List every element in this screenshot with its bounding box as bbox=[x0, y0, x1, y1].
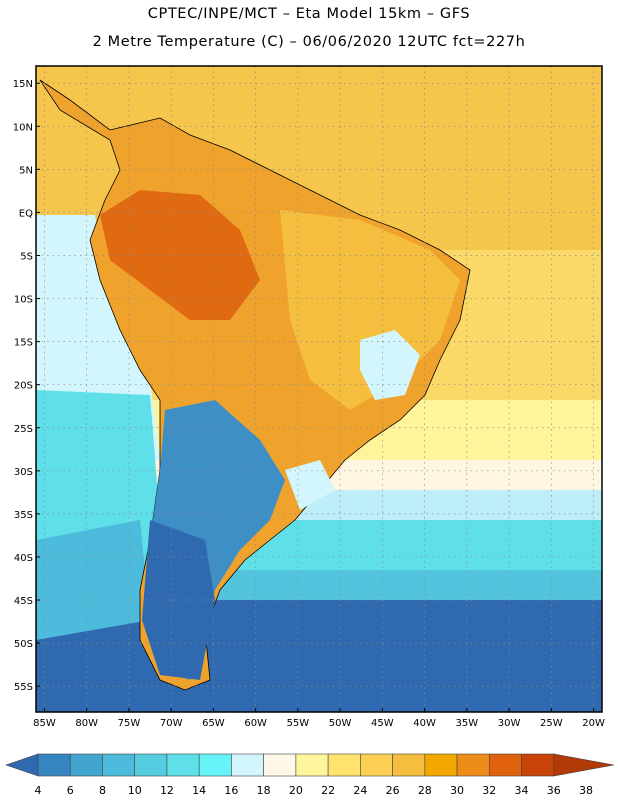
colorbar-swatch bbox=[231, 753, 264, 777]
lat-label: EQ bbox=[19, 208, 33, 219]
colorbar-label: 28 bbox=[418, 784, 432, 797]
colorbar-swatch bbox=[198, 753, 232, 777]
colorbar bbox=[5, 753, 615, 777]
lat-label: 5S bbox=[20, 251, 33, 262]
lat-label: 10N bbox=[13, 122, 33, 133]
lon-label: 55W bbox=[287, 718, 310, 729]
longitude-labels: 85W 80W 75W 70W 65W 60W 55W 50W 45W 40W 35W 30W 25W 2… bbox=[33, 708, 605, 729]
colorbar-swatch bbox=[392, 753, 426, 777]
cold-andes-region bbox=[142, 520, 215, 680]
lat-label: 55S bbox=[14, 682, 33, 693]
colorbar-swatch bbox=[134, 753, 168, 777]
colorbar-swatch bbox=[295, 753, 329, 777]
lon-label: 65W bbox=[202, 718, 225, 729]
colorbar-labels: 4 6 8 10 12 14 16 18 20 22 24 26 28 30 32 34 36 38 bbox=[35, 784, 594, 797]
colorbar-label: 6 bbox=[67, 784, 74, 797]
colorbar-label: 30 bbox=[450, 784, 464, 797]
colorbar-swatch bbox=[102, 753, 136, 777]
colorbar-swatch bbox=[263, 753, 297, 777]
lat-label: 30S bbox=[14, 467, 33, 478]
colorbar-label: 32 bbox=[482, 784, 496, 797]
lat-label: 35S bbox=[14, 510, 33, 521]
graticule bbox=[36, 66, 602, 712]
pacific-colder-region bbox=[36, 520, 150, 640]
map-title-line2: 2 Metre Temperature (C) – 06/06/2020 12U… bbox=[92, 34, 526, 50]
hot-interior-region bbox=[100, 190, 260, 320]
lat-label: 15S bbox=[14, 338, 33, 349]
lon-label: 50W bbox=[329, 718, 352, 729]
lon-label: 40W bbox=[413, 718, 436, 729]
lon-label: 25W bbox=[540, 718, 563, 729]
lon-label: 75W bbox=[118, 718, 141, 729]
colorbar-swatch bbox=[521, 753, 555, 777]
colorbar-label: 10 bbox=[128, 784, 142, 797]
lon-label: 60W bbox=[244, 718, 267, 729]
colorbar-label: 8 bbox=[99, 784, 106, 797]
colorbar-arrow-right bbox=[553, 753, 615, 777]
colorbar-label: 24 bbox=[353, 784, 367, 797]
southeast-cool-patch bbox=[285, 460, 335, 510]
colorbar-arrow-left bbox=[5, 753, 39, 777]
colorbar-label: 12 bbox=[160, 784, 174, 797]
colorbar-label: 18 bbox=[257, 784, 271, 797]
lat-label: 50S bbox=[14, 639, 33, 650]
colorbar-swatch bbox=[456, 753, 490, 777]
colorbar-label: 4 bbox=[35, 784, 42, 797]
colorbar-label: 38 bbox=[579, 784, 593, 797]
map-title-line1: CPTEC/INPE/MCT – Eta Model 15km – GFS bbox=[147, 6, 471, 22]
colorbar-label: 22 bbox=[321, 784, 335, 797]
lat-label: 15N bbox=[13, 79, 33, 90]
colorbar-swatch bbox=[424, 753, 458, 777]
lon-label: 30W bbox=[498, 718, 521, 729]
lon-label: 35W bbox=[456, 718, 479, 729]
lon-label: 45W bbox=[371, 718, 394, 729]
colorbar-swatch bbox=[37, 753, 71, 777]
map-frame bbox=[35, 65, 603, 713]
colorbar-label: 20 bbox=[289, 784, 303, 797]
latitude-labels: 15N 10N 5N EQ 5S 10S 15S 20S 25S 30S 35S 40S 45S 50S 5… bbox=[13, 79, 40, 693]
lon-label: 85W bbox=[33, 718, 56, 729]
lon-label: 20W bbox=[582, 718, 605, 729]
lat-label: 10S bbox=[14, 295, 33, 306]
lat-label: 45S bbox=[14, 596, 33, 607]
colorbar-swatch bbox=[69, 753, 103, 777]
colorbar-label: 16 bbox=[224, 784, 238, 797]
lat-label: 40S bbox=[14, 553, 33, 564]
colorbar-swatch bbox=[360, 753, 393, 777]
colorbar-label: 14 bbox=[192, 784, 206, 797]
lon-label: 70W bbox=[160, 718, 183, 729]
lon-label: 80W bbox=[75, 718, 98, 729]
colorbar-swatch bbox=[327, 753, 361, 777]
lat-label: 25S bbox=[14, 424, 33, 435]
colorbar-label: 36 bbox=[547, 784, 561, 797]
brazil-highland-cool-patch bbox=[360, 330, 420, 400]
colorbar-label: 34 bbox=[515, 784, 529, 797]
colorbar-swatch bbox=[488, 753, 522, 777]
colorbar-swatch bbox=[166, 753, 200, 777]
lat-label: 20S bbox=[14, 381, 33, 392]
lat-label: 5N bbox=[19, 165, 33, 176]
colorbar-label: 26 bbox=[386, 784, 400, 797]
